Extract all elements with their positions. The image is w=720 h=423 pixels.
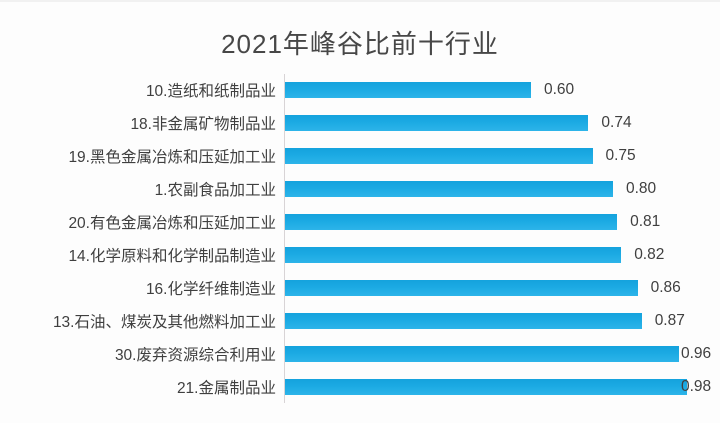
bar-row: 21.金属制品业 0.98 [0, 370, 720, 403]
bar-track: 0.81 [284, 206, 720, 239]
bar-track: 0.86 [284, 271, 720, 304]
bar-row: 10.造纸和纸制品业 0.60 [0, 74, 720, 107]
bar-row: 19.黑色金属冶炼和压延加工业 0.75 [0, 140, 720, 173]
bar-track: 0.74 [284, 107, 720, 140]
bar-track: 0.60 [284, 74, 720, 107]
bar-row: 13.石油、煤炭及其他燃料加工业 0.87 [0, 304, 720, 337]
plot-area: 10.造纸和纸制品业 0.60 18.非金属矿物制品业 0.74 19.黑色金属… [0, 74, 720, 403]
bar [285, 214, 618, 231]
value-label: 0.74 [601, 114, 632, 132]
chart-title: 2021年峰谷比前十行业 [221, 29, 499, 59]
bar [285, 148, 593, 165]
bar [285, 312, 642, 329]
bar-row: 16.化学纤维制造业 0.86 [0, 271, 720, 304]
value-label: 0.87 [654, 311, 685, 329]
category-label: 10.造纸和纸制品业 [145, 83, 276, 101]
bar [285, 115, 589, 132]
category-label: 19.黑色金属冶炼和压延加工业 [68, 149, 276, 167]
bar [285, 246, 622, 263]
value-label: 0.80 [626, 180, 657, 198]
bar-row: 1.农副食品加工业 0.80 [0, 173, 720, 206]
value-label: 0.96 [681, 344, 712, 362]
bar-track: 0.75 [284, 140, 720, 173]
bar [285, 279, 638, 296]
category-label: 21.金属制品业 [176, 379, 276, 397]
category-label: 20.有色金属冶炼和压延加工业 [68, 215, 276, 233]
bar [285, 378, 687, 395]
value-label: 0.75 [605, 147, 636, 165]
bar-track: 0.96 [284, 337, 720, 370]
category-label: 14.化学原料和化学制品制造业 [68, 247, 276, 265]
bar-row: 14.化学原料和化学制品制造业 0.82 [0, 239, 720, 272]
bar [285, 181, 613, 198]
category-label: 18.非金属矿物制品业 [130, 116, 276, 134]
bar-track: 0.82 [284, 239, 720, 272]
bar-row: 30.废弃资源综合利用业 0.96 [0, 337, 720, 370]
bar-track: 0.87 [284, 304, 720, 337]
bar-row: 18.非金属矿物制品业 0.74 [0, 107, 720, 140]
bar-track: 0.98 [284, 370, 720, 403]
category-label: 30.废弃资源综合利用业 [114, 346, 276, 364]
value-label: 0.82 [634, 245, 665, 263]
value-label: 0.60 [544, 81, 575, 99]
value-label: 0.86 [650, 278, 681, 296]
category-label: 16.化学纤维制造业 [145, 280, 276, 298]
bar-track: 0.80 [284, 173, 720, 206]
category-label: 1.农副食品加工业 [154, 182, 276, 200]
category-label: 13.石油、煤炭及其他燃料加工业 [52, 313, 276, 331]
category-axis-line [284, 74, 285, 403]
value-label: 0.81 [630, 213, 661, 231]
value-label: 0.98 [681, 377, 712, 395]
bar-row: 20.有色金属冶炼和压延加工业 0.81 [0, 206, 720, 239]
bar-rows: 10.造纸和纸制品业 0.60 18.非金属矿物制品业 0.74 19.黑色金属… [0, 74, 720, 403]
bar [285, 345, 679, 362]
bar [285, 82, 531, 99]
